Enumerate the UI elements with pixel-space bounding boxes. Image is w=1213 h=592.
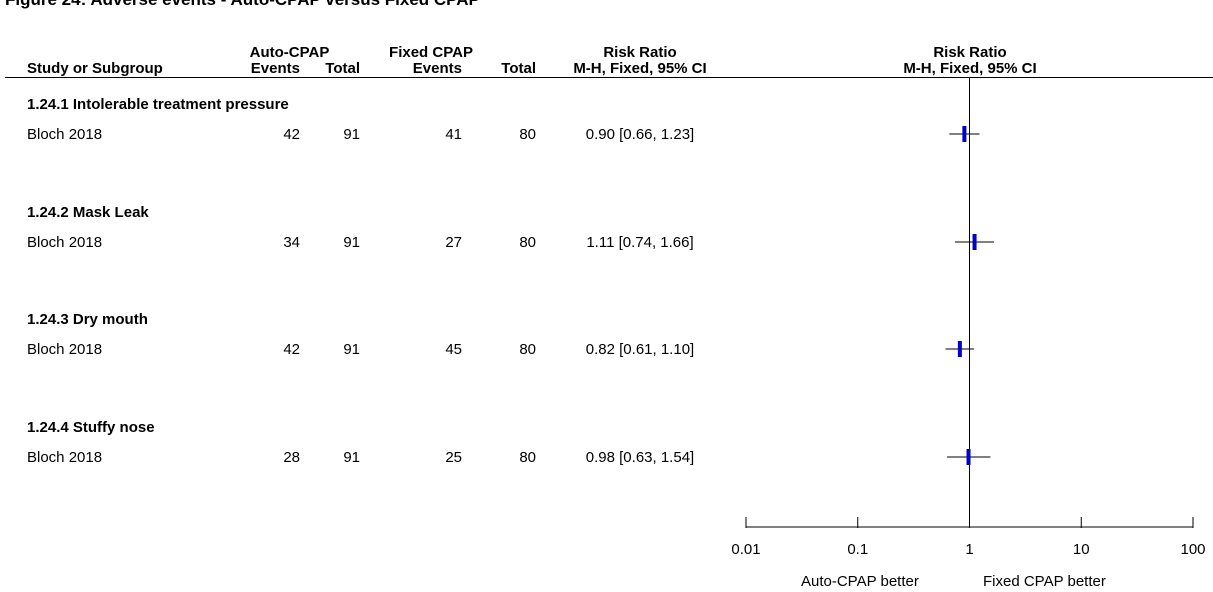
plot-header: Risk Ratio: [933, 44, 1007, 61]
total1-value: 91: [343, 341, 360, 358]
events2-value: 41: [445, 126, 462, 143]
events2-value: 27: [445, 234, 462, 251]
events1-value: 42: [283, 126, 300, 143]
favours-left-label: Auto-CPAP better: [801, 573, 919, 590]
events2-header: Events: [412, 60, 462, 77]
total2-value: 80: [519, 126, 536, 143]
figure-title: Figure 24: Adverse events - Auto-CPAP ve…: [5, 0, 480, 9]
method-header: M-H, Fixed, 95% CI: [573, 60, 707, 77]
events2-value: 25: [445, 449, 462, 466]
risk-ratio-ci: 1.11 [0.74, 1.66]: [586, 234, 694, 251]
study-name: Bloch 2018: [27, 341, 103, 358]
events1-value: 42: [283, 341, 300, 358]
group1-header: Auto-CPAP: [249, 44, 330, 61]
events1-value: 34: [283, 234, 300, 251]
favours-right-label: Fixed CPAP better: [983, 573, 1106, 590]
point-estimate: [962, 126, 967, 142]
total1-value: 91: [343, 234, 360, 251]
study-name: Bloch 2018: [27, 449, 103, 466]
plot-layer: 0.01 0.1 1 10 100: [731, 78, 1206, 558]
events2-value: 45: [445, 341, 462, 358]
total1-value: 91: [343, 449, 360, 466]
events1-value: 28: [283, 449, 300, 466]
x-tick-label: 10: [1073, 541, 1090, 558]
effect-header: Risk Ratio: [603, 44, 677, 61]
study-name: Bloch 2018: [27, 234, 103, 251]
risk-ratio-ci: 0.82 [0.61, 1.10]: [585, 341, 695, 358]
risk-ratio-ci: 0.90 [0.66, 1.23]: [585, 126, 695, 143]
x-tick-label: 0.1: [847, 541, 868, 558]
total2-header: Total: [501, 60, 536, 77]
x-tick-label: 0.01: [731, 541, 760, 558]
subgroup-label: 1.24.4 Stuffy nose: [27, 419, 155, 436]
risk-ratio-ci: 0.98 [0.63, 1.54]: [585, 449, 695, 466]
plot-method-header: M-H, Fixed, 95% CI: [903, 60, 1037, 77]
total2-value: 80: [519, 341, 536, 358]
x-tick-label: 1: [965, 541, 973, 558]
total1-header: Total: [325, 60, 360, 77]
point-estimate: [966, 449, 971, 465]
total2-value: 80: [519, 449, 536, 466]
subgroup-label: 1.24.3 Dry mouth: [27, 311, 148, 328]
point-estimate: [972, 234, 977, 250]
subgroup-label: 1.24.1 Intolerable treatment pressure: [27, 96, 289, 113]
total2-value: 80: [519, 234, 536, 251]
study-column-header: Study or Subgroup: [27, 60, 163, 77]
group2-header: Fixed CPAP: [389, 44, 473, 61]
point-estimate: [957, 341, 962, 357]
total1-value: 91: [343, 126, 360, 143]
study-name: Bloch 2018: [27, 126, 103, 143]
subgroup-label: 1.24.2 Mask Leak: [27, 204, 149, 221]
x-tick-label: 100: [1180, 541, 1205, 558]
header-rule: [5, 77, 1213, 78]
events1-header: Events: [250, 60, 300, 77]
